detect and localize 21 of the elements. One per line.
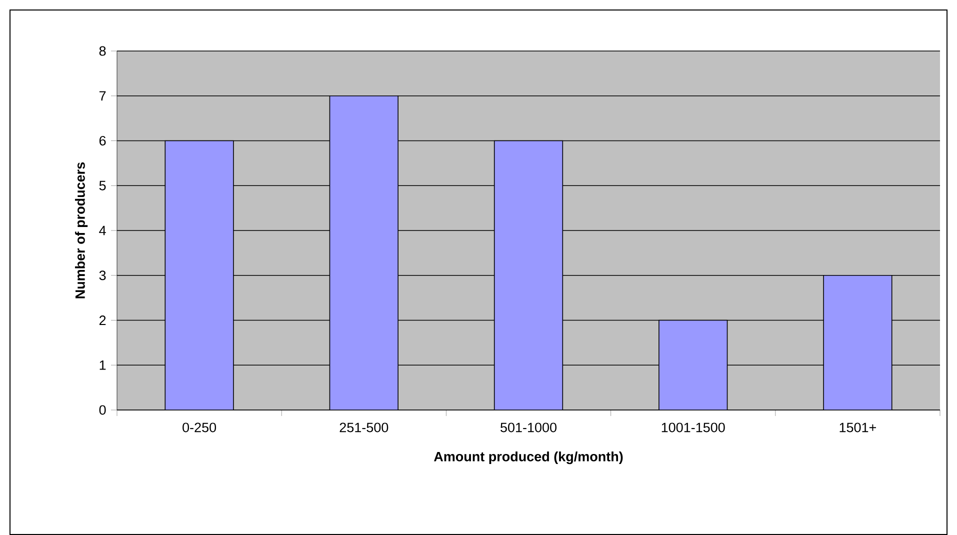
y-tick-label: 6 (99, 136, 106, 146)
x-tick-label: 0-250 (182, 422, 216, 432)
bar (164, 140, 234, 410)
bar (658, 320, 728, 410)
x-tick-label: 501-1000 (500, 422, 556, 432)
x-axis-title: Amount produced (kg/month) (434, 451, 623, 464)
y-tick-label: 7 (99, 91, 106, 101)
y-axis-title: Number of producers (75, 162, 88, 298)
y-tick-label: 8 (99, 46, 106, 56)
y-tick-label: 2 (99, 316, 106, 325)
bar (823, 274, 892, 410)
bar (329, 95, 398, 410)
bar (494, 140, 564, 410)
x-tick-label: 251-500 (340, 422, 388, 432)
y-tick-label: 5 (99, 180, 106, 190)
y-tick-label: 1 (100, 360, 106, 370)
x-tick-label: 1501+ (840, 422, 876, 432)
y-tick-label: 4 (99, 226, 106, 236)
y-tick-label: 0 (99, 405, 106, 415)
y-tick-label: 3 (99, 270, 106, 280)
x-tick-label: 1001-1500 (662, 422, 725, 432)
